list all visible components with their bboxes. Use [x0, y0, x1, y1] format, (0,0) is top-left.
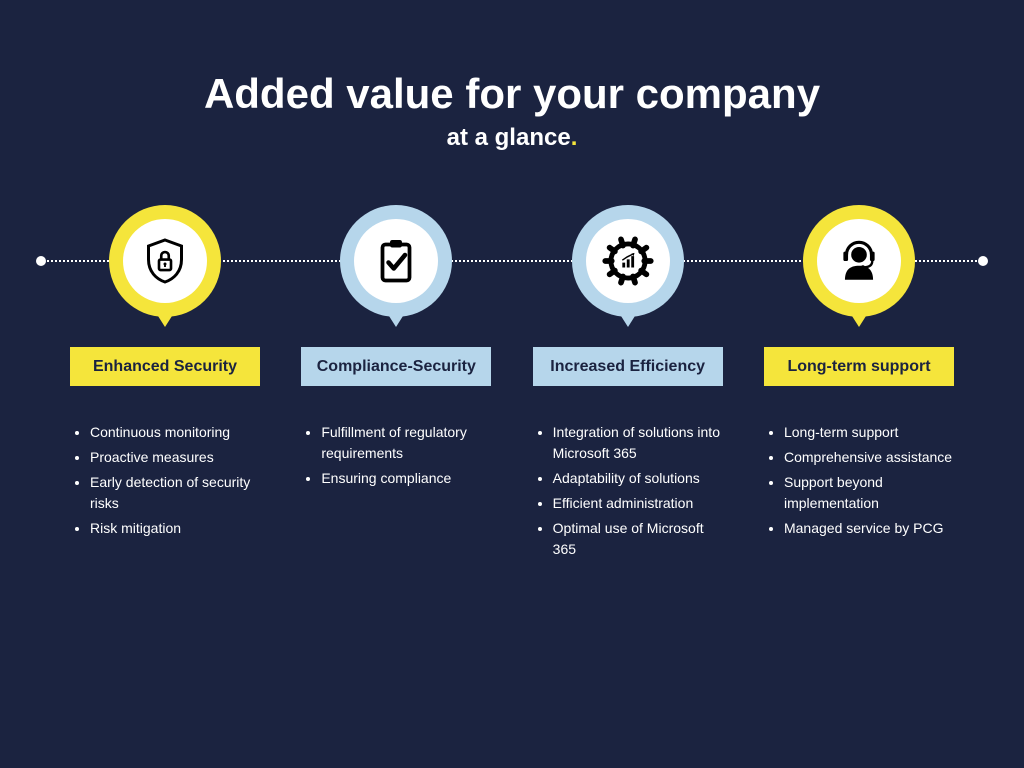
- column-bullets: Long-term support Comprehensive assistanc…: [764, 422, 954, 543]
- bullet-item: Risk mitigation: [90, 518, 260, 539]
- pin-tail: [614, 305, 642, 327]
- bullet-item: Ensuring compliance: [321, 468, 491, 489]
- bullet-item: Integration of solutions into Microsoft …: [553, 422, 723, 464]
- pin-tail: [382, 305, 410, 327]
- bullet-item: Long-term support: [784, 422, 954, 443]
- pin-marker: [572, 205, 684, 335]
- columns-container: Enhanced Security Continuous monitoring Pr…: [60, 205, 964, 564]
- pin-circle: [803, 205, 915, 317]
- bullet-item: Adaptability of solutions: [553, 468, 723, 489]
- shield-lock-icon: [123, 219, 207, 303]
- headset-person-icon: [817, 219, 901, 303]
- bullet-item: Early detection of security risks: [90, 472, 260, 514]
- pin-marker: [803, 205, 915, 335]
- bullet-item: Efficient administration: [553, 493, 723, 514]
- bullet-item: Continuous monitoring: [90, 422, 260, 443]
- subtitle-text: at a glance: [447, 124, 571, 151]
- column-label: Compliance-Security: [301, 347, 491, 386]
- column-0: Enhanced Security Continuous monitoring Pr…: [60, 205, 270, 564]
- bullet-item: Comprehensive assistance: [784, 447, 954, 468]
- page-title: Added value for your company: [0, 70, 1024, 118]
- timeline-dot-start: [36, 256, 46, 266]
- clipboard-check-icon: [354, 219, 438, 303]
- column-3: Long-term support Long-term support Compre…: [754, 205, 964, 564]
- bullet-item: Fulfillment of regulatory requirements: [321, 422, 491, 464]
- column-label: Increased Efficiency: [533, 347, 723, 386]
- pin-tail: [845, 305, 873, 327]
- bullet-item: Optimal use of Microsoft 365: [553, 518, 723, 560]
- bullet-item: Proactive measures: [90, 447, 260, 468]
- pin-marker: [109, 205, 221, 335]
- column-label: Long-term support: [764, 347, 954, 386]
- pin-tail: [151, 305, 179, 327]
- page-subtitle: at a glance.: [0, 124, 1024, 152]
- subtitle-dot: .: [571, 124, 578, 151]
- pin-circle: [340, 205, 452, 317]
- column-2: Increased Efficiency Integration of solut…: [523, 205, 733, 564]
- pin-circle: [109, 205, 221, 317]
- pin-marker: [340, 205, 452, 335]
- column-bullets: Continuous monitoring Proactive measures E…: [70, 422, 260, 543]
- column-bullets: Fulfillment of regulatory requirements En…: [301, 422, 491, 493]
- gear-chart-icon: [586, 219, 670, 303]
- column-1: Compliance-Security Fulfillment of regula…: [291, 205, 501, 564]
- bullet-item: Managed service by PCG: [784, 518, 954, 539]
- column-bullets: Integration of solutions into Microsoft …: [533, 422, 723, 564]
- bullet-item: Support beyond implementation: [784, 472, 954, 514]
- pin-circle: [572, 205, 684, 317]
- column-label: Enhanced Security: [70, 347, 260, 386]
- timeline-dot-end: [978, 256, 988, 266]
